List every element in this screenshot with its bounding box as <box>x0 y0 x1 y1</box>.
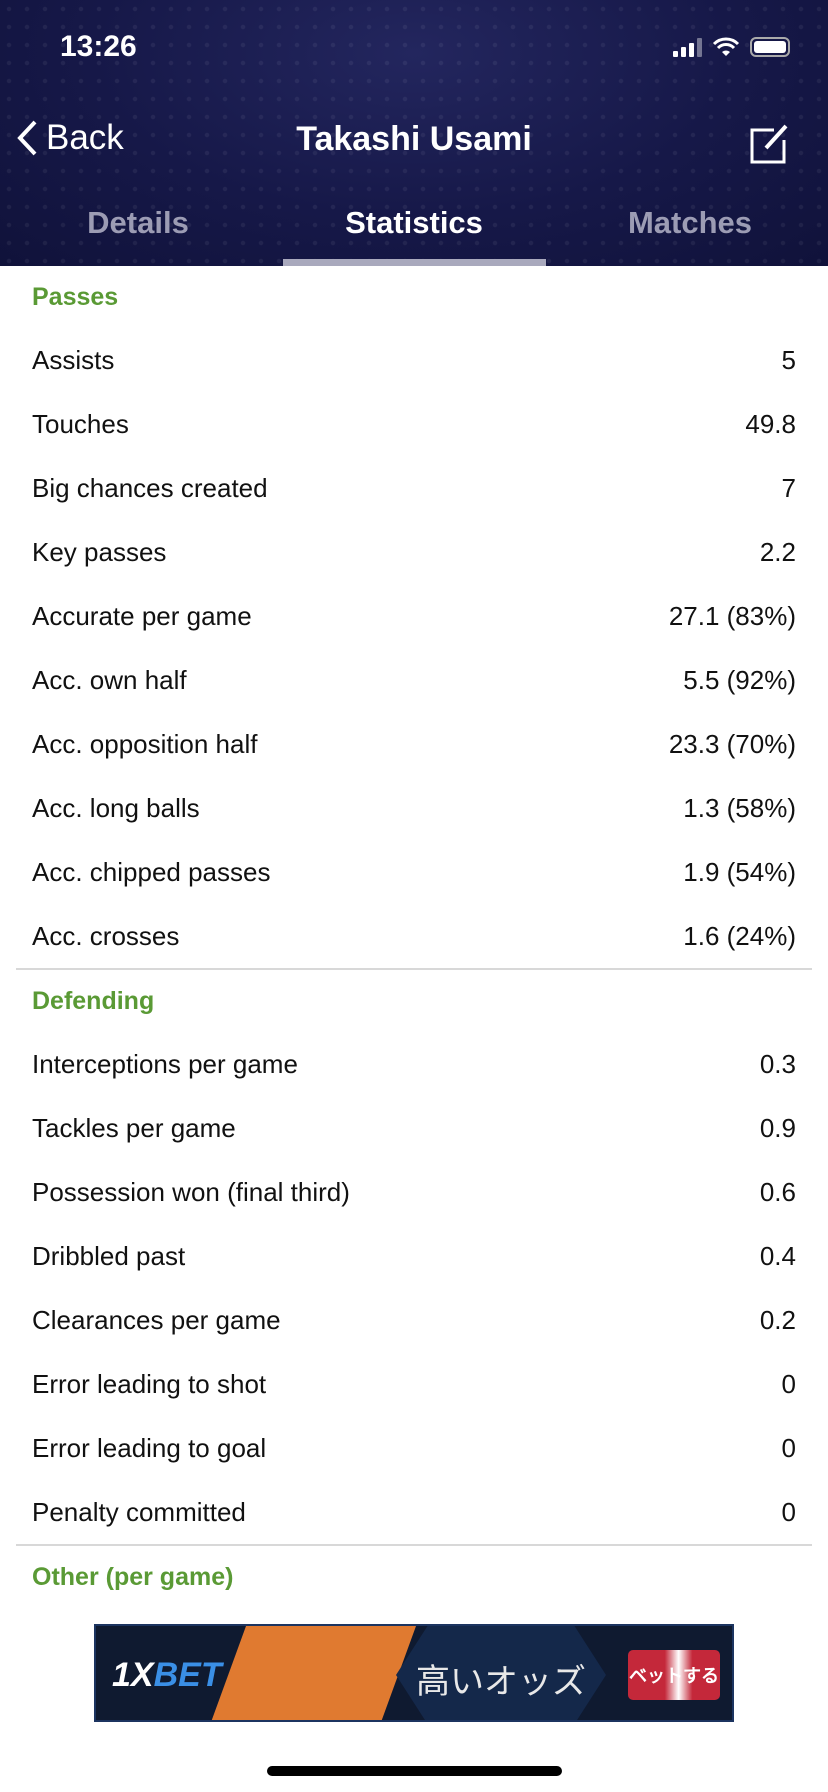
home-indicator[interactable] <box>267 1766 562 1776</box>
ad-headline: 高いオッズ <box>416 1663 586 1701</box>
stat-label: Assists <box>32 344 115 375</box>
stat-label: Accurate per game <box>32 600 252 631</box>
section-title: Defending <box>32 986 155 1015</box>
section-title: Other (per game) <box>32 1562 234 1591</box>
battery-icon <box>750 37 790 57</box>
stat-value: 0.9 <box>759 1112 796 1143</box>
stat-label: Acc. opposition half <box>32 728 258 759</box>
signal-icon <box>673 37 702 57</box>
stat-row: Accurate per game 27.1 (83%) <box>0 584 828 648</box>
tab-bar: Details Statistics Matches <box>0 205 828 241</box>
chevron-left-icon <box>17 120 37 156</box>
stat-value: 0.6 <box>759 1176 796 1207</box>
back-label: Back <box>46 118 124 157</box>
stat-value: 1.6 (24%) <box>683 920 796 951</box>
stat-value: 1.3 (58%) <box>683 792 796 823</box>
stat-row: Error leading to goal 0 <box>0 1416 828 1480</box>
stat-row: Acc. crosses 1.6 (24%) <box>0 904 828 968</box>
edit-icon[interactable] <box>750 122 790 164</box>
wifi-icon <box>712 37 740 56</box>
tab-statistics[interactable]: Statistics <box>345 205 483 240</box>
status-icons <box>673 36 790 58</box>
stat-value: 27.1 (83%) <box>668 600 796 631</box>
stat-row: Penalty committed 0 <box>0 1480 828 1544</box>
section-divider <box>16 1544 812 1546</box>
stat-label: Key passes <box>32 536 167 567</box>
stat-row: Error leading to shot 0 <box>0 1352 828 1416</box>
stat-label: Big chances created <box>32 472 268 503</box>
stat-label: Tackles per game <box>32 1112 236 1143</box>
stat-value: 0 <box>781 1496 796 1527</box>
stat-row: Clearances per game 0.2 <box>0 1288 828 1352</box>
stat-row: Acc. opposition half 23.3 (70%) <box>0 712 828 776</box>
ad-cta-button[interactable]: ベットする <box>628 1650 720 1700</box>
status-time: 13:26 <box>60 30 137 63</box>
header: 13:26 Back Takashi Usami Details Statist… <box>0 0 828 266</box>
stat-row: Big chances created 7 <box>0 456 828 520</box>
stat-row: Interceptions per game 0.3 <box>0 1032 828 1096</box>
stat-label: Error leading to shot <box>32 1368 267 1399</box>
stat-label: Error leading to goal <box>32 1432 267 1463</box>
stat-label: Acc. own half <box>32 664 187 695</box>
stat-value: 23.3 (70%) <box>668 728 796 759</box>
stat-label: Interceptions per game <box>32 1048 298 1079</box>
stat-value: 1.9 (54%) <box>683 856 796 887</box>
section-divider <box>16 968 812 970</box>
stat-row: Acc. chipped passes 1.9 (54%) <box>0 840 828 904</box>
ad-banner[interactable]: 1XBET 高いオッズ ベットする <box>94 1624 734 1722</box>
stat-label: Touches <box>32 408 129 439</box>
stat-value: 5.5 (92%) <box>683 664 796 695</box>
stat-row: Possession won (final third) 0.6 <box>0 1160 828 1224</box>
stat-row: Key passes 2.2 <box>0 520 828 584</box>
stat-value: 0 <box>781 1432 796 1463</box>
tab-details[interactable]: Details <box>87 205 189 240</box>
stat-row: Acc. own half 5.5 (92%) <box>0 648 828 712</box>
active-tab-indicator <box>283 259 546 266</box>
stat-value: 0.3 <box>759 1048 796 1079</box>
stat-value: 49.8 <box>745 408 796 439</box>
section-title: Passes <box>32 282 119 311</box>
stat-label: Acc. chipped passes <box>32 856 271 887</box>
stat-value: 2.2 <box>759 536 796 567</box>
stat-label: Acc. long balls <box>32 792 200 823</box>
stat-row: Touches 49.8 <box>0 392 828 456</box>
page-title: Takashi Usami <box>296 120 532 158</box>
ad-image <box>202 1626 420 1720</box>
statistics-list: Passes Assists 5 Touches 49.8 Big chances cre… <box>0 266 828 1608</box>
stat-value: 0.4 <box>759 1240 796 1271</box>
stat-label: Clearances per game <box>32 1304 281 1335</box>
back-button[interactable]: Back <box>16 118 124 158</box>
stat-label: Penalty committed <box>32 1496 246 1527</box>
stat-label: Acc. crosses <box>32 920 180 951</box>
ad-hex <box>396 1626 606 1720</box>
stat-value: 0.2 <box>759 1304 796 1335</box>
stat-row: Acc. long balls 1.3 (58%) <box>0 776 828 840</box>
stat-label: Dribbled past <box>32 1240 186 1271</box>
stat-value: 5 <box>781 344 796 375</box>
stat-value: 7 <box>781 472 796 503</box>
ad-logo: 1XBET <box>112 1656 222 1694</box>
stat-value: 0 <box>781 1368 796 1399</box>
stat-label: Possession won (final third) <box>32 1176 350 1207</box>
stat-row: Dribbled past 0.4 <box>0 1224 828 1288</box>
stat-row: Assists 5 <box>0 328 828 392</box>
stat-row: Tackles per game 0.9 <box>0 1096 828 1160</box>
tab-matches[interactable]: Matches <box>627 205 753 240</box>
